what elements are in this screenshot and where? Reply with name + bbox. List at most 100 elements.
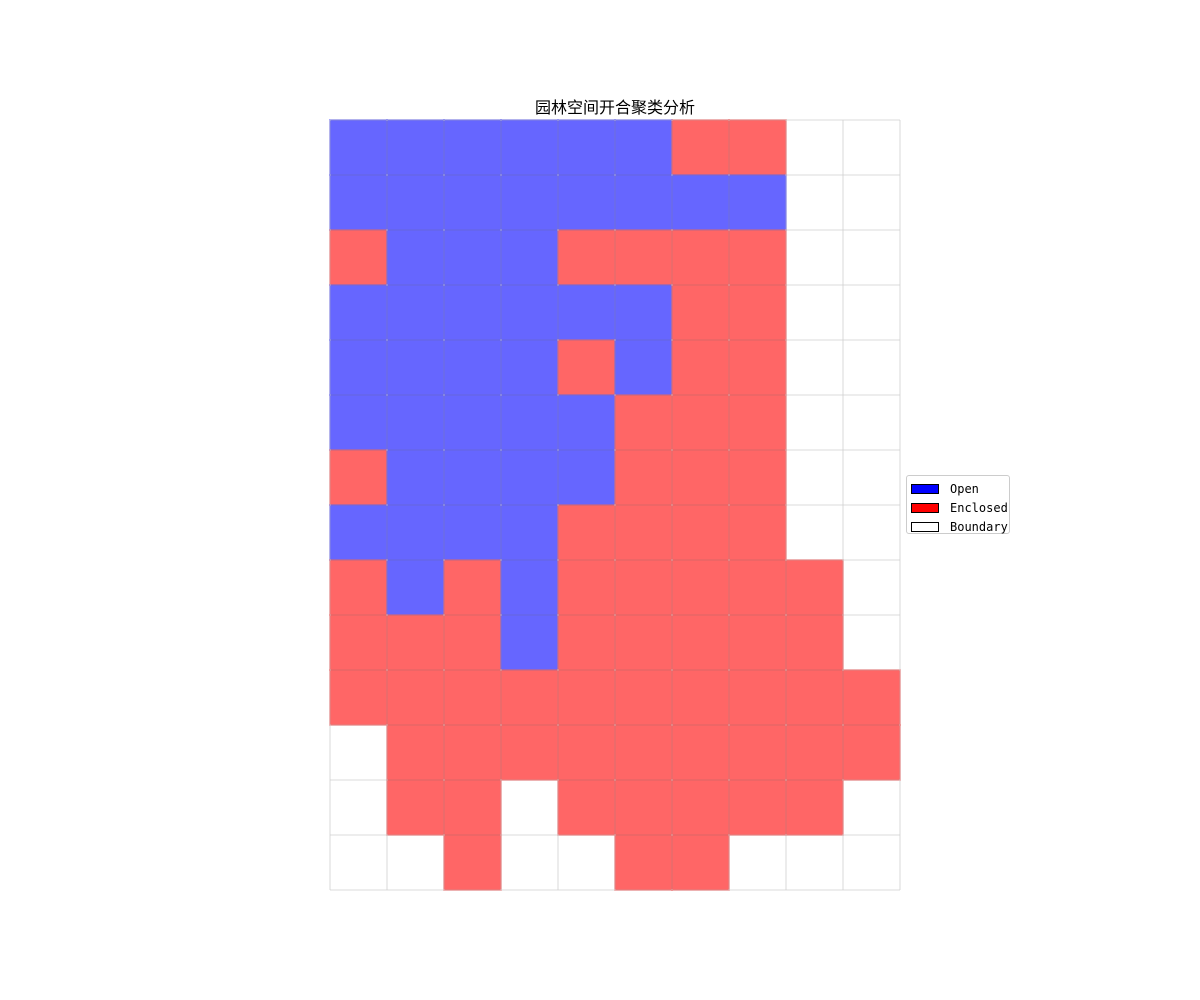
grid-cell-open	[500, 559, 559, 616]
grid-cell-open	[500, 449, 559, 506]
grid-cell-enclosed	[557, 614, 616, 671]
grid-cell-open	[614, 284, 673, 341]
grid-cell-enclosed	[671, 119, 730, 176]
grid-cell-boundary	[843, 560, 900, 615]
grid-cell-open	[443, 119, 502, 176]
grid-cell-boundary	[843, 780, 900, 835]
grid-cell-enclosed	[671, 449, 730, 506]
grid-cell-open	[443, 339, 502, 396]
grid-cell-boundary	[843, 615, 900, 670]
grid-cell-enclosed	[443, 779, 502, 836]
grid-cell-open	[728, 174, 787, 231]
grid-cell-enclosed	[614, 779, 673, 836]
grid-cell-boundary	[786, 120, 843, 175]
grid-cell-boundary	[786, 230, 843, 285]
grid-cell-open	[557, 284, 616, 341]
grid-cell-enclosed	[386, 779, 445, 836]
grid-cell-open	[386, 339, 445, 396]
grid-cell-enclosed	[728, 449, 787, 506]
grid-cell-enclosed	[614, 614, 673, 671]
grid-cell-open	[443, 504, 502, 561]
grid-cell-enclosed	[386, 614, 445, 671]
grid-cell-open	[671, 174, 730, 231]
grid-cell-open	[500, 174, 559, 231]
grid-cell-open	[500, 229, 559, 286]
grid-cell-boundary	[786, 505, 843, 560]
grid-cell-enclosed	[671, 834, 730, 891]
grid-cell-enclosed	[614, 394, 673, 451]
grid-cell-open	[443, 174, 502, 231]
grid-cell-enclosed	[329, 614, 388, 671]
grid-cell-enclosed	[443, 614, 502, 671]
grid-cell-open	[500, 339, 559, 396]
grid-cell-boundary	[843, 340, 900, 395]
grid-cell-enclosed	[557, 504, 616, 561]
grid-cell-boundary	[786, 395, 843, 450]
grid-cell-open	[386, 449, 445, 506]
grid-cell-open	[614, 339, 673, 396]
grid-cell-enclosed	[443, 834, 502, 891]
grid-cell-boundary	[558, 835, 615, 890]
legend-item-open: Open	[911, 479, 1005, 498]
grid-cell-enclosed	[329, 229, 388, 286]
grid-cell-enclosed	[671, 229, 730, 286]
grid-cell-boundary	[330, 725, 387, 780]
grid-cell-open	[557, 174, 616, 231]
grid-cell-open	[614, 174, 673, 231]
legend-label-open: Open	[950, 481, 979, 496]
grid-cell-open	[386, 119, 445, 176]
grid-cell-enclosed	[443, 724, 502, 781]
grid-cell-open	[500, 614, 559, 671]
grid-cell-boundary	[330, 780, 387, 835]
grid-cell-enclosed	[386, 669, 445, 726]
grid-cell-boundary	[786, 835, 843, 890]
grid-cell-open	[329, 284, 388, 341]
grid-cell-boundary	[729, 835, 786, 890]
grid-cell-open	[329, 339, 388, 396]
grid-cell-enclosed	[329, 559, 388, 616]
grid-cell-boundary	[501, 780, 558, 835]
legend: Open Enclosed Boundary	[906, 475, 1010, 534]
grid-cell-boundary	[786, 340, 843, 395]
grid-cell-enclosed	[386, 724, 445, 781]
grid-cell-enclosed	[728, 669, 787, 726]
grid-cell-enclosed	[728, 394, 787, 451]
grid-cell-enclosed	[785, 559, 844, 616]
grid-cell-enclosed	[671, 559, 730, 616]
chart-title: 园林空间开合聚类分析	[534, 98, 695, 117]
grid-cell-open	[557, 394, 616, 451]
legend-label-boundary: Boundary	[950, 519, 1008, 534]
grid-cell-enclosed	[671, 504, 730, 561]
grid-cell-enclosed	[557, 339, 616, 396]
grid-cell-enclosed	[728, 119, 787, 176]
grid-cell-enclosed	[842, 724, 901, 781]
legend-swatch-boundary	[911, 521, 939, 532]
grid-cell-enclosed	[671, 724, 730, 781]
grid-cell-enclosed	[671, 669, 730, 726]
grid-cell-boundary	[843, 835, 900, 890]
grid-cell-boundary	[843, 505, 900, 560]
grid-cell-open	[443, 284, 502, 341]
grid-cell-boundary	[501, 835, 558, 890]
grid-cell-enclosed	[728, 779, 787, 836]
grid-cell-enclosed	[557, 229, 616, 286]
grid-cell-boundary	[786, 175, 843, 230]
grid-cell-enclosed	[671, 284, 730, 341]
grid-cell-boundary	[843, 175, 900, 230]
grid-cell-enclosed	[443, 559, 502, 616]
legend-label-enclosed: Enclosed	[950, 500, 1008, 515]
grid-cell-enclosed	[842, 669, 901, 726]
grid-cell-open	[500, 284, 559, 341]
grid-cell-boundary	[843, 285, 900, 340]
grid-cell-enclosed	[728, 229, 787, 286]
grid-cell-boundary	[843, 230, 900, 285]
legend-item-enclosed: Enclosed	[911, 498, 1008, 517]
grid-cell-open	[557, 119, 616, 176]
grid-cell-enclosed	[728, 724, 787, 781]
grid-cell-enclosed	[614, 669, 673, 726]
cells-layer	[329, 119, 901, 891]
grid-cell-enclosed	[500, 724, 559, 781]
grid-cell-enclosed	[614, 724, 673, 781]
grid-cell-open	[329, 119, 388, 176]
